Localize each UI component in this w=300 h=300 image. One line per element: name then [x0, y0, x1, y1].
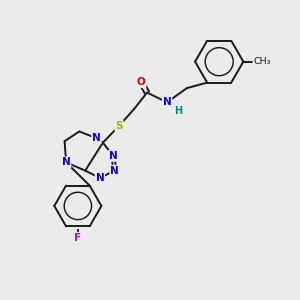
- Text: O: O: [137, 77, 146, 87]
- Text: F: F: [74, 233, 81, 243]
- Text: N: N: [163, 97, 172, 107]
- Text: S: S: [115, 121, 123, 131]
- Text: N: N: [109, 151, 118, 161]
- Text: N: N: [62, 158, 70, 167]
- Text: H: H: [174, 106, 182, 116]
- Text: CH₃: CH₃: [253, 57, 271, 66]
- Text: N: N: [92, 133, 101, 143]
- Text: N: N: [110, 166, 119, 176]
- Text: N: N: [96, 173, 104, 183]
